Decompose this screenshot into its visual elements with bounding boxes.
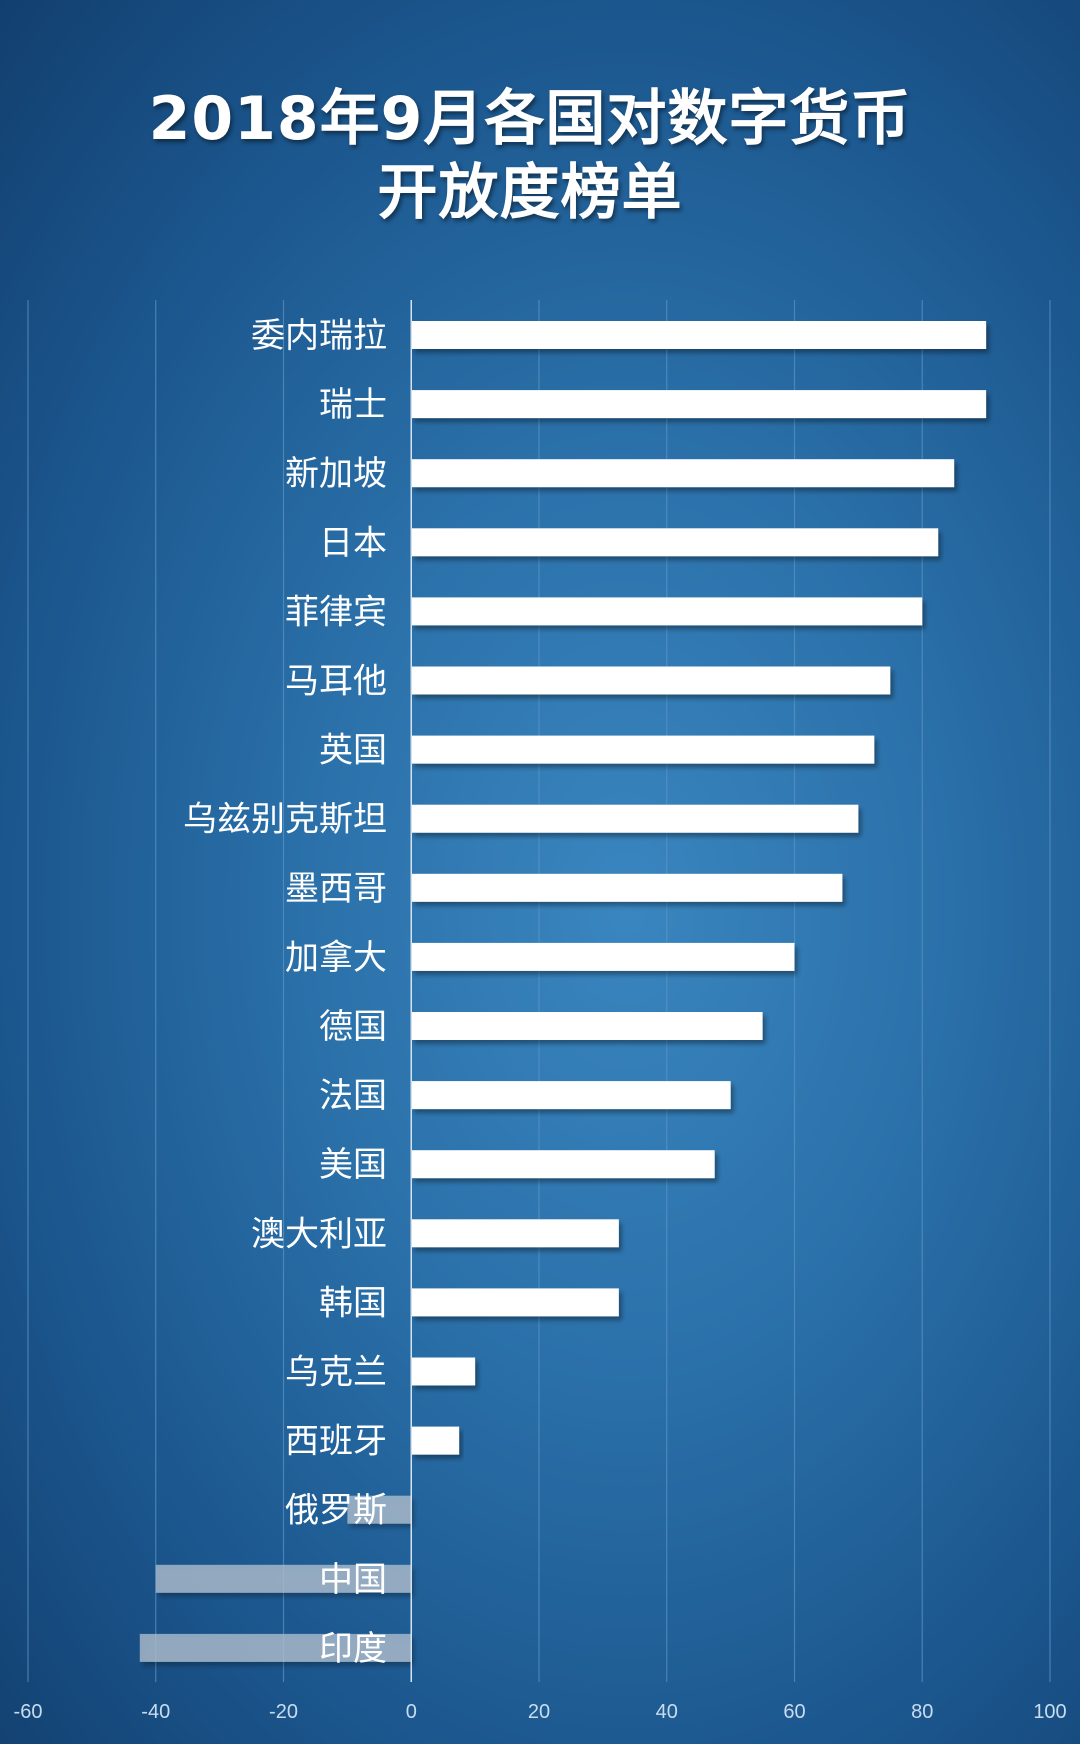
category-label: 乌克兰 xyxy=(285,1353,387,1393)
category-label: 俄罗斯 xyxy=(285,1491,387,1531)
category-label: 印度 xyxy=(319,1629,387,1669)
category-label: 菲律宾 xyxy=(285,592,387,632)
x-tick-label: -20 xyxy=(269,1701,298,1723)
bar-19 xyxy=(155,1564,412,1593)
gridlines xyxy=(27,300,1051,1682)
bars xyxy=(139,321,987,1662)
category-label: 委内瑞拉 xyxy=(251,316,387,356)
bar-20 xyxy=(139,1633,412,1662)
category-label: 德国 xyxy=(319,1007,387,1047)
category-label: 加拿大 xyxy=(285,938,387,978)
bar-15 xyxy=(411,1288,619,1317)
bar-14 xyxy=(411,1219,619,1248)
x-tick-label: -60 xyxy=(14,1701,43,1723)
x-tick-labels: -60 -40 -20 0 20 40 60 80 100 xyxy=(14,1701,1067,1723)
bar-18 xyxy=(347,1495,412,1524)
bar-1 xyxy=(411,321,987,349)
x-tick-label: 40 xyxy=(656,1701,678,1723)
category-label: 美国 xyxy=(319,1145,387,1185)
category-label: 澳大利亚 xyxy=(251,1214,387,1254)
category-label: 法国 xyxy=(319,1076,387,1116)
category-label: 日本 xyxy=(319,523,387,563)
category-label: 中国 xyxy=(319,1560,387,1600)
category-label: 瑞士 xyxy=(319,385,387,425)
x-tick-label: 80 xyxy=(911,1701,933,1723)
bar-11 xyxy=(411,1012,763,1040)
category-label: 乌兹别克斯坦 xyxy=(183,800,387,840)
category-label: 马耳他 xyxy=(285,662,387,702)
x-tick-label: 60 xyxy=(783,1701,805,1723)
category-label: 英国 xyxy=(319,731,387,771)
bar-2 xyxy=(411,390,987,419)
bar-5 xyxy=(411,597,923,626)
bar-10 xyxy=(411,942,795,971)
bar-9 xyxy=(411,873,843,902)
chart-title-line-2: 开放度榜单 xyxy=(377,158,683,228)
x-tick-label: 20 xyxy=(528,1701,550,1723)
bar-12 xyxy=(411,1081,731,1110)
category-label: 墨西哥 xyxy=(285,869,387,909)
bar-3 xyxy=(411,459,955,488)
category-label: 西班牙 xyxy=(285,1422,387,1462)
category-label: 韩国 xyxy=(319,1283,387,1323)
x-tick-label: -40 xyxy=(141,1701,170,1723)
bar-8 xyxy=(411,804,859,833)
bar-16 xyxy=(411,1357,476,1386)
bar-7 xyxy=(411,735,875,764)
category-labels: 委内瑞拉瑞士新加坡日本菲律宾马耳他英国乌兹别克斯坦墨西哥加拿大德国法国美国澳大利… xyxy=(183,316,387,1669)
category-label: 新加坡 xyxy=(285,454,387,494)
bar-13 xyxy=(411,1150,715,1179)
bar-4 xyxy=(411,528,939,557)
chart-title-line-1: 2018年9月各国对数字货币 xyxy=(148,84,912,154)
chart-title: 2018年9月各国对数字货币 开放度榜单 xyxy=(0,82,1060,230)
x-tick-label: 100 xyxy=(1033,1701,1066,1723)
x-tick-label: 0 xyxy=(406,1701,417,1723)
bar-6 xyxy=(411,666,891,695)
bar-17 xyxy=(411,1426,460,1455)
